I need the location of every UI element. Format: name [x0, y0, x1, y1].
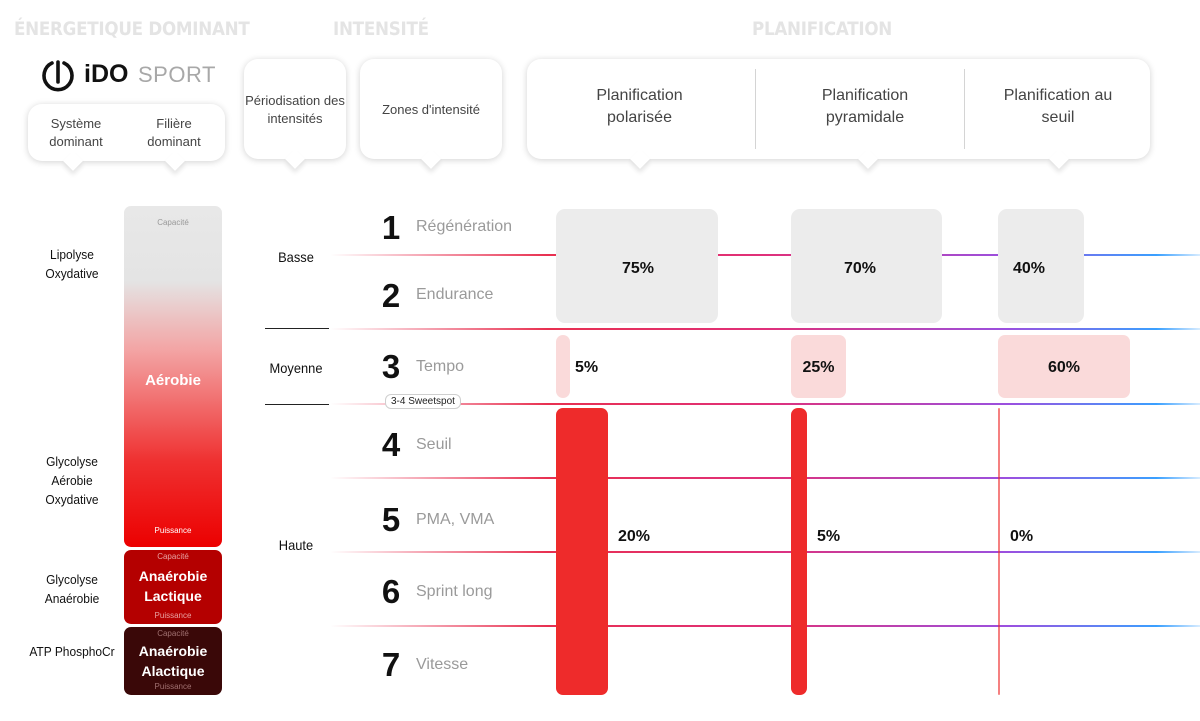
plan-3-high-bar — [998, 408, 1000, 695]
col-seuil: Planification au seuil — [1003, 87, 1113, 126]
lactique-label: Anaérobie Lactique — [138, 568, 208, 604]
logo-brand: iDO — [84, 60, 129, 88]
zone-6-number: 6 — [381, 573, 401, 610]
zone-1-name: Régénération — [416, 218, 513, 235]
ido-sport-logo: iDO SPORT — [40, 58, 220, 94]
level-haute: Haute — [278, 537, 314, 553]
col-pyramidale: Planification pyramidale — [821, 87, 909, 126]
lactique-puissance: Puissance — [154, 611, 192, 620]
zone-7-name: Vitesse — [416, 656, 469, 673]
zone-7-number: 7 — [381, 646, 401, 683]
plan-1-high-bar — [556, 408, 608, 695]
aerobie-capacite: Capacité — [157, 218, 189, 227]
plan-2-low-pct: 70% — [844, 260, 877, 277]
zone-3-name: Tempo — [416, 358, 465, 375]
zone-6-name: Sprint long — [416, 583, 493, 600]
aerobie-label: Aérobie — [145, 372, 201, 389]
plan-1-mid-bar — [556, 335, 570, 398]
plan-3-mid-pct: 60% — [1048, 359, 1081, 376]
plan-3-low-bar — [998, 209, 1085, 323]
zone-3-number: 3 — [381, 348, 401, 385]
level-moyenne: Moyenne — [269, 360, 323, 376]
system-glycolyse-aerobie: Glycolyse Aérobie Oxydative — [45, 454, 99, 507]
plan-1-low-bar — [556, 209, 718, 323]
zone-2-name: Endurance — [416, 286, 494, 303]
plan-3-mid-bar — [998, 335, 1130, 398]
ido-logo-icon — [42, 60, 74, 92]
col-filiere: Filière dominant — [147, 116, 201, 149]
filiere-aerobie-block: Capacité Aérobie Puissance — [124, 206, 222, 547]
zone-5-name: PMA, VMA — [416, 511, 495, 528]
system-glycolyse-anaerobie: Glycolyse Anaérobie — [44, 572, 100, 606]
filiere-alactique-block: Capacité Anaérobie Alactique Puissance — [124, 627, 222, 695]
plan-1-mid-pct: 5% — [575, 359, 599, 376]
col-systeme: Système dominant — [49, 116, 103, 149]
col-zones: Zones d'intensité — [382, 102, 480, 117]
zone-2-number: 2 — [381, 277, 401, 314]
header-energetique: ÉNERGETIQUE DOMINANT — [14, 18, 250, 40]
card-periodisation: Périodisation des intensités — [244, 59, 346, 159]
level-basse: Basse — [278, 249, 314, 265]
plan-2-mid-pct: 25% — [802, 359, 835, 376]
system-lipolyse: Lipolyse Oxydative — [45, 247, 99, 281]
sweetspot-tag: 3-4 Sweetspot — [385, 394, 461, 409]
zone-4-name: Seuil — [416, 436, 452, 453]
plan-1-low-pct: 75% — [622, 260, 655, 277]
header-planification: PLANIFICATION — [752, 18, 893, 40]
plan-1-high-pct: 20% — [618, 528, 651, 545]
logo-sport: SPORT — [138, 62, 216, 87]
header-intensite: INTENSITÉ — [333, 18, 429, 40]
card-energetique: Système dominant Filière dominant — [28, 104, 225, 161]
plan-2-low-bar — [791, 209, 943, 323]
zone-1-number: 1 — [381, 209, 401, 246]
card-zones: Zones d'intensité — [360, 59, 502, 159]
plan-2-mid-bar — [791, 335, 846, 398]
plan-2-high-bar — [791, 408, 807, 695]
zone-5-number: 5 — [381, 501, 401, 538]
alactique-capacite: Capacité — [157, 629, 189, 638]
plan-2-high-pct: 5% — [817, 528, 841, 545]
zone-4-number: 4 — [381, 426, 401, 463]
col-periodisation: Périodisation des intensités — [245, 93, 345, 126]
system-atp: ATP PhosphoCr — [29, 644, 115, 659]
alactique-puissance: Puissance — [154, 682, 192, 691]
aerobie-puissance: Puissance — [154, 526, 192, 535]
filiere-lactique-block: Capacité Anaérobie Lactique Puissance — [124, 550, 222, 624]
lactique-capacite: Capacité — [157, 552, 189, 561]
plan-3-high-pct: 0% — [1010, 528, 1034, 545]
alactique-label: Anaérobie Alactique — [138, 643, 208, 679]
card-planification: Planification polarisée Planification py… — [527, 59, 1150, 159]
col-polarisee: Planification polarisée — [596, 87, 683, 126]
plan-3-low-pct: 40% — [1013, 260, 1046, 277]
